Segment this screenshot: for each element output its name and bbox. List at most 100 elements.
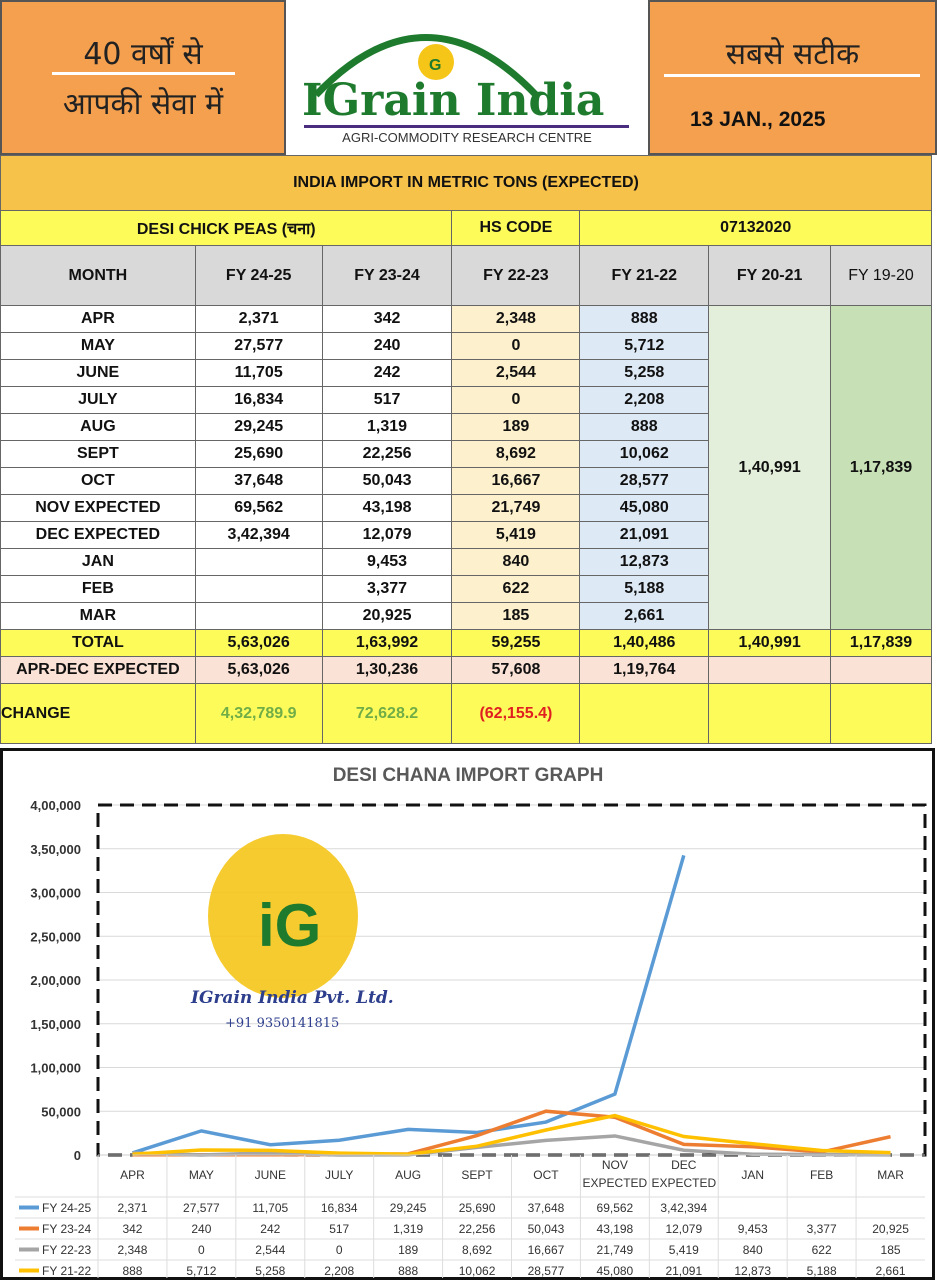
data-label: 2,208: [324, 1264, 354, 1278]
y-tick-label: 1,50,000: [30, 1017, 81, 1032]
data-label: 22,256: [459, 1222, 496, 1236]
data-label: 25,690: [459, 1201, 496, 1215]
data-label: 37,648: [528, 1201, 565, 1215]
data-label: 342: [122, 1222, 142, 1236]
fy2021-annual: 1,40,991: [708, 305, 832, 630]
watermark-text: IGrain India Pvt. Ltd.: [190, 988, 394, 1008]
y-tick-label: 2,50,000: [30, 929, 81, 944]
apr-dec-row: APR-DEC EXPECTED 5,63,026 1,30,236 57,608 1,…: [0, 656, 932, 684]
value-cell: 12,873: [579, 548, 710, 576]
value-cell: 16,834: [194, 386, 323, 414]
column-header: FY 19-20: [830, 245, 932, 306]
column-header: FY 22-23: [451, 245, 581, 306]
change-cell: (62,155.4): [451, 683, 581, 744]
svg-text:G: G: [429, 57, 441, 74]
series-line-fy21-22: [132, 1113, 891, 1156]
month-cell: MAY: [0, 332, 196, 360]
value-cell: 189: [451, 413, 581, 441]
x-tick-label: JULY: [325, 1168, 353, 1182]
data-label: 29,245: [390, 1201, 427, 1215]
total-row: TOTAL 5,63,026 1,63,992 59,255 1,40,486 1,40,…: [0, 629, 932, 657]
value-cell: 10,062: [579, 440, 710, 468]
data-label: 50,043: [528, 1222, 565, 1236]
x-tick-label: EXPECTED: [651, 1176, 716, 1190]
value-cell: 5,258: [579, 359, 710, 387]
data-label: 517: [329, 1222, 349, 1236]
empty-cell: [830, 683, 932, 744]
total-cell: 1,63,992: [321, 629, 453, 657]
chart-panel: DESI CHANA IMPORT GRAPH 0 50,000 1,00,000 1,…: [0, 748, 935, 1281]
tagline-line1: 40 वर्षों से: [83, 37, 203, 72]
change-cell: 72,628.2: [321, 683, 453, 744]
apr-dec-cell: 1,19,764: [579, 656, 710, 684]
x-tick-label: APR: [120, 1168, 145, 1182]
y-tick-label: 4,00,000: [30, 798, 81, 813]
x-tick-label: NOV: [602, 1158, 628, 1172]
apr-dec-cell: APR-DEC EXPECTED: [0, 656, 196, 684]
month-cell: FEB: [0, 575, 196, 603]
value-cell: 185: [451, 602, 581, 630]
y-tick-label: 2,00,000: [30, 973, 81, 988]
data-label: 240: [191, 1222, 211, 1236]
data-label: 27,577: [183, 1201, 220, 1215]
total-cell: TOTAL: [0, 629, 196, 657]
empty-cell: [830, 656, 932, 684]
hs-code-label: HS CODE: [451, 210, 581, 246]
logo-text: IGrain India: [302, 75, 605, 126]
column-header: FY 24-25: [194, 245, 323, 306]
value-cell: 69,562: [194, 494, 323, 522]
value-cell: 27,577: [194, 332, 323, 360]
data-label: 10,062: [459, 1264, 496, 1278]
value-cell: 2,544: [451, 359, 581, 387]
x-tick-label: SEPT: [461, 1168, 493, 1182]
divider: [664, 74, 920, 77]
data-label: 3,42,394: [660, 1201, 707, 1215]
x-tick-label: AUG: [395, 1168, 421, 1182]
empty-cell: [708, 683, 832, 744]
series-line-fy22-23: [132, 1134, 891, 1157]
header-left: 40 वर्षों से आपकी सेवा में: [0, 0, 286, 155]
x-tick-label: MAY: [189, 1168, 214, 1182]
value-cell: 16,667: [451, 467, 581, 495]
month-cell: JUNE: [0, 359, 196, 387]
month-cell: JULY: [0, 386, 196, 414]
value-cell: 8,692: [451, 440, 581, 468]
y-tick-label: 1,00,000: [30, 1061, 81, 1076]
series-line-fy23-24: [132, 1109, 891, 1157]
data-label: 5,712: [186, 1264, 216, 1278]
value-cell: 20,925: [321, 602, 453, 630]
column-header: MONTH: [0, 245, 196, 306]
value-cell: 517: [321, 386, 453, 414]
table-row: JAN 9,453 840 12,873: [0, 548, 932, 576]
logo-rule: [304, 125, 629, 128]
legend-label: FY 23-24: [42, 1222, 91, 1236]
product-name: DESI CHICK PEAS (चना): [0, 210, 453, 246]
data-label: 622: [812, 1243, 832, 1257]
series-line-fy24-25: [131, 854, 686, 1155]
value-cell: 37,648: [194, 467, 323, 495]
data-label: 69,562: [597, 1201, 634, 1215]
month-cell: SEPT: [0, 440, 196, 468]
empty-cell: [708, 656, 832, 684]
data-label: 43,198: [597, 1222, 634, 1236]
table-title: INDIA IMPORT IN METRIC TONS (EXPECTED): [0, 155, 932, 211]
data-label: 21,091: [665, 1264, 702, 1278]
data-label: 20,925: [872, 1222, 909, 1236]
value-cell: 2,371: [194, 305, 323, 333]
logo: G IGrain India AGRI-COMMODITY RESEARCH C…: [286, 0, 648, 155]
total-cell: 59,255: [451, 629, 581, 657]
value-cell: 3,42,394: [194, 521, 323, 549]
x-tick-label: FEB: [810, 1168, 833, 1182]
y-tick-label: 3,50,000: [30, 842, 81, 857]
table-row: SEPT 25,690 22,256 8,692 10,062: [0, 440, 932, 468]
value-cell: 1,319: [321, 413, 453, 441]
data-label: 2,348: [117, 1243, 147, 1257]
total-cell: 1,40,486: [579, 629, 710, 657]
month-cell: DEC EXPECTED: [0, 521, 196, 549]
month-cell: APR: [0, 305, 196, 333]
legend-label: FY 21-22: [42, 1264, 91, 1278]
value-cell: 2,348: [451, 305, 581, 333]
data-label: 0: [336, 1243, 343, 1257]
value-cell: 21,091: [579, 521, 710, 549]
table-row: JUNE 11,705 242 2,544 5,258: [0, 359, 932, 387]
